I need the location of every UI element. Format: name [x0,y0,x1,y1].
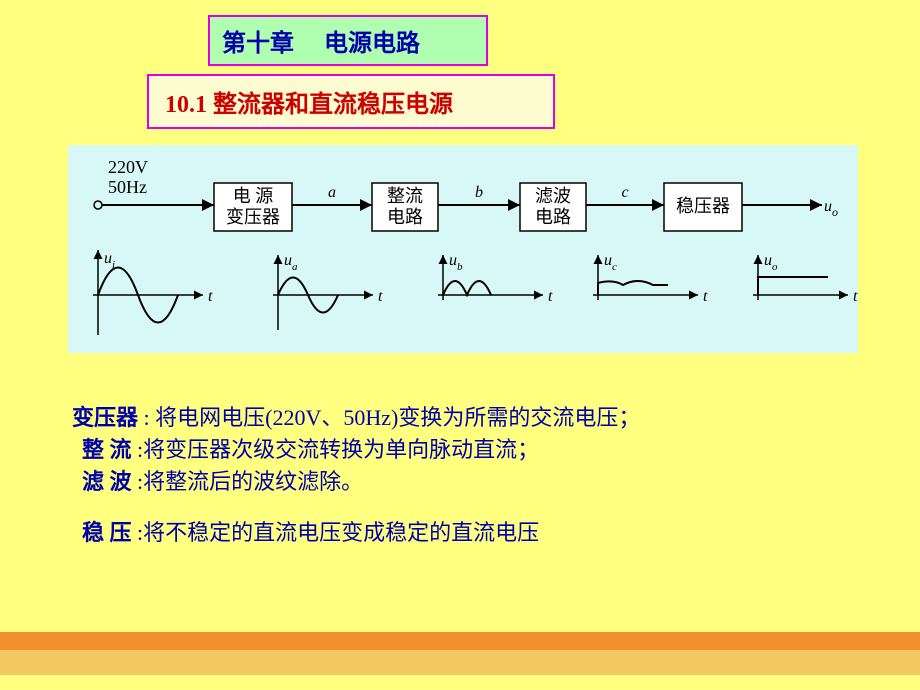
block-transformer-l2: 变压器 [226,207,280,227]
block-transformer-l1: 电 源 [233,186,274,206]
arrow-label-a: a [328,184,336,201]
desc-transformer: 变压器 : 将电网电压(220V、50Hz)变换为所需的交流电压； [72,400,640,432]
arrow-label-c: c [621,184,628,201]
desc-rectifier: 整 流 :将变压器次级交流转换为单向脉动直流； [82,432,539,464]
decor-bar-dark [0,632,920,650]
svg-text:t: t [853,288,858,305]
svg-text:uc: uc [604,252,617,273]
svg-text:t: t [548,288,553,305]
svg-text:t: t [378,288,383,305]
section-title: 10.1 整流器和直流稳压电源 [147,74,555,129]
input-label-1: 220V [108,157,148,177]
input-label-2: 50Hz [108,177,147,197]
waveform-ui: ui t [93,250,213,335]
desc-regulator: 稳 压 :将不稳定的直流电压变成稳定的直流电压 [82,515,539,547]
chapter-title: 第十章 电源电路 [208,15,488,66]
waveform-uc: uc t [593,252,708,305]
waveform-ub: ub t [438,252,553,305]
svg-text:ua: ua [284,252,298,273]
output-label: uo [824,198,838,219]
waveform-ua: ua t [273,252,383,330]
decor-bar-light [0,650,920,675]
svg-text:t: t [703,288,708,305]
block-diagram: 220V 50Hz 电 源 变压器 a 整流 电路 b 滤波 电路 c 稳压器 … [68,145,858,353]
block-rectifier-l1: 整流 [387,186,423,206]
svg-text:ub: ub [449,252,463,273]
waveform-uo: uo t [753,252,858,305]
svg-text:t: t [208,288,213,305]
block-filter-l2: 电路 [535,207,571,227]
svg-text:uo: uo [764,252,778,273]
arrow-label-b: b [475,184,483,201]
block-regulator-l1: 稳压器 [676,196,730,216]
block-rectifier-l2: 电路 [387,207,423,227]
block-filter-l1: 滤波 [535,186,571,206]
input-terminal [94,201,102,209]
desc-filter: 滤 波 :将整流后的波纹滤除。 [82,464,363,496]
